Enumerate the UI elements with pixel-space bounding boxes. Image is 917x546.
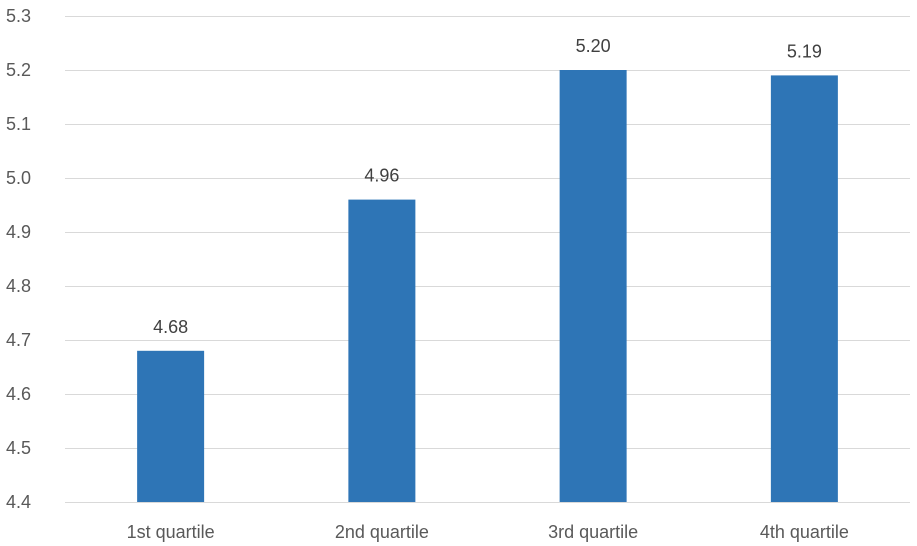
- data-label: 4.68: [153, 317, 188, 337]
- bar: [137, 350, 205, 502]
- bar: [348, 199, 416, 502]
- y-tick-label: 4.8: [6, 276, 31, 296]
- x-tick-label: 3rd quartile: [548, 522, 638, 542]
- y-tick-label: 4.6: [6, 384, 31, 404]
- bars: [137, 70, 838, 503]
- data-label: 4.96: [364, 166, 399, 186]
- y-tick-label: 4.5: [6, 438, 31, 458]
- gridlines: [65, 16, 910, 503]
- x-axis-tick-labels: 1st quartile 2nd quartile 3rd quartile 4th …: [127, 522, 849, 542]
- y-tick-label: 4.7: [6, 330, 31, 350]
- x-tick-label: 1st quartile: [127, 522, 215, 542]
- x-tick-label: 2nd quartile: [335, 522, 429, 542]
- bar: [559, 70, 627, 502]
- y-tick-label: 5.1: [6, 114, 31, 134]
- bar: [770, 75, 838, 503]
- y-tick-label: 5.2: [6, 60, 31, 80]
- y-tick-label: 4.9: [6, 222, 31, 242]
- y-tick-label: 5.3: [6, 6, 31, 26]
- y-tick-label: 4.4: [6, 492, 31, 512]
- x-tick-label: 4th quartile: [760, 522, 849, 542]
- data-label: 5.20: [576, 36, 611, 56]
- y-axis-tick-labels: 4.4 4.5 4.6 4.7 4.8 4.9 5.0 5.1 5.2 5.3: [6, 6, 31, 512]
- y-tick-label: 5.0: [6, 168, 31, 188]
- data-label: 5.19: [787, 41, 822, 61]
- data-labels: 4.68 4.96 5.20 5.19: [153, 36, 822, 337]
